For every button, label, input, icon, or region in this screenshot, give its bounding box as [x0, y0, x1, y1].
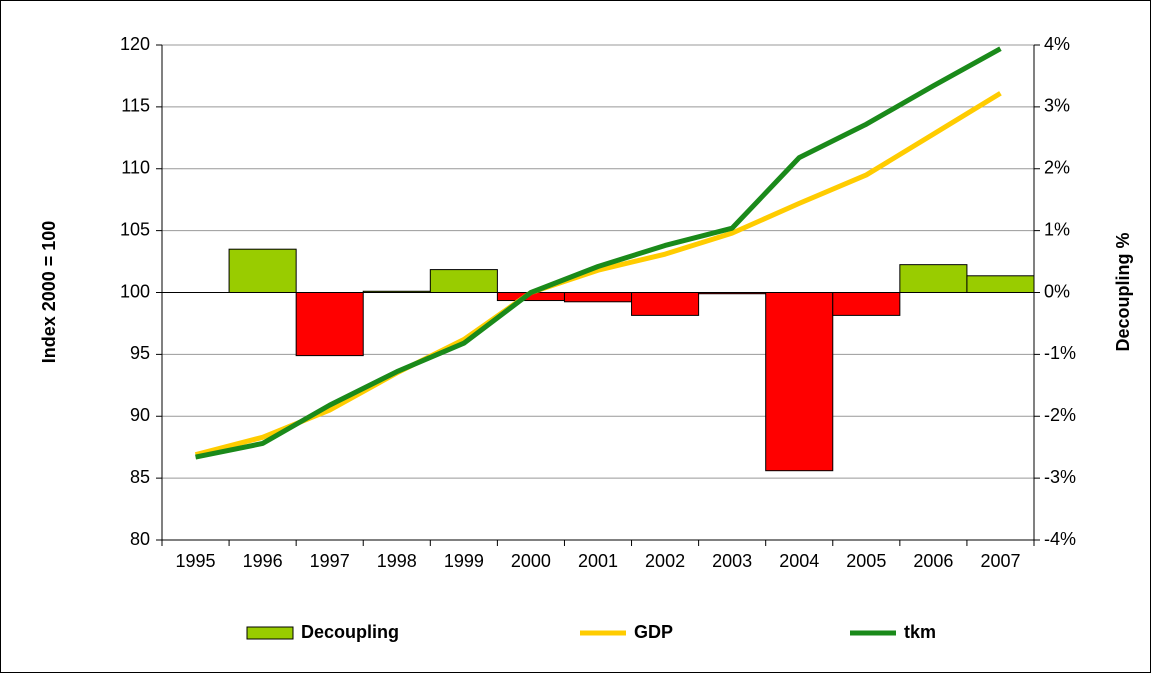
bar [899, 264, 968, 293]
x-tick-label: 1998 [377, 551, 417, 571]
bar [563, 292, 633, 303]
x-tick-label: 1995 [176, 551, 216, 571]
y-tick-label: 115 [121, 96, 150, 116]
x-tick-label: 2006 [913, 551, 953, 571]
legend-label: GDP [634, 622, 673, 642]
y2-tick-label: 3% [1044, 96, 1070, 116]
y-tick-label: 120 [120, 34, 150, 54]
x-tick-label: 1996 [243, 551, 283, 571]
bar [429, 269, 498, 294]
y-tick-label: 100 [120, 281, 150, 301]
x-tick-label: 2004 [779, 551, 819, 571]
y-tick-label: 110 [121, 158, 150, 178]
x-tick-label: 1997 [310, 551, 350, 571]
x-tick-label: 2003 [712, 551, 752, 571]
x-tick-label: 2005 [846, 551, 886, 571]
line [194, 91, 1002, 458]
legend-label: tkm [904, 622, 936, 642]
y2-tick-label: 2% [1044, 158, 1070, 178]
y2-axis-label: Decoupling % [1113, 232, 1133, 351]
y2-tick-label: -2% [1044, 405, 1076, 425]
legend-swatch [246, 626, 294, 640]
bar [228, 248, 297, 293]
y-tick-label: 85 [130, 467, 150, 487]
bar [832, 292, 901, 316]
y2-tick-label: 1% [1044, 219, 1070, 239]
bar [765, 292, 834, 472]
bar [966, 275, 1035, 294]
y-tick-label: 105 [120, 219, 150, 239]
y-tick-label: 80 [130, 529, 150, 549]
y2-tick-label: 0% [1044, 281, 1070, 301]
y-axis-label: Index 2000 = 100 [39, 221, 59, 364]
x-tick-label: 2000 [511, 551, 551, 571]
y2-tick-label: -4% [1044, 529, 1076, 549]
x-tick-label: 1999 [444, 551, 484, 571]
y2-tick-label: -3% [1044, 467, 1076, 487]
legend-label: Decoupling [301, 622, 399, 642]
y2-tick-label: 4% [1044, 34, 1070, 54]
line [195, 46, 1002, 460]
y2-tick-label: -1% [1044, 343, 1076, 363]
y-tick-label: 95 [130, 343, 150, 363]
x-tick-label: 2002 [645, 551, 685, 571]
y-tick-label: 90 [130, 405, 150, 425]
x-tick-label: 2001 [578, 551, 618, 571]
bar [295, 292, 364, 357]
bar [631, 292, 700, 316]
x-tick-label: 2007 [980, 551, 1020, 571]
